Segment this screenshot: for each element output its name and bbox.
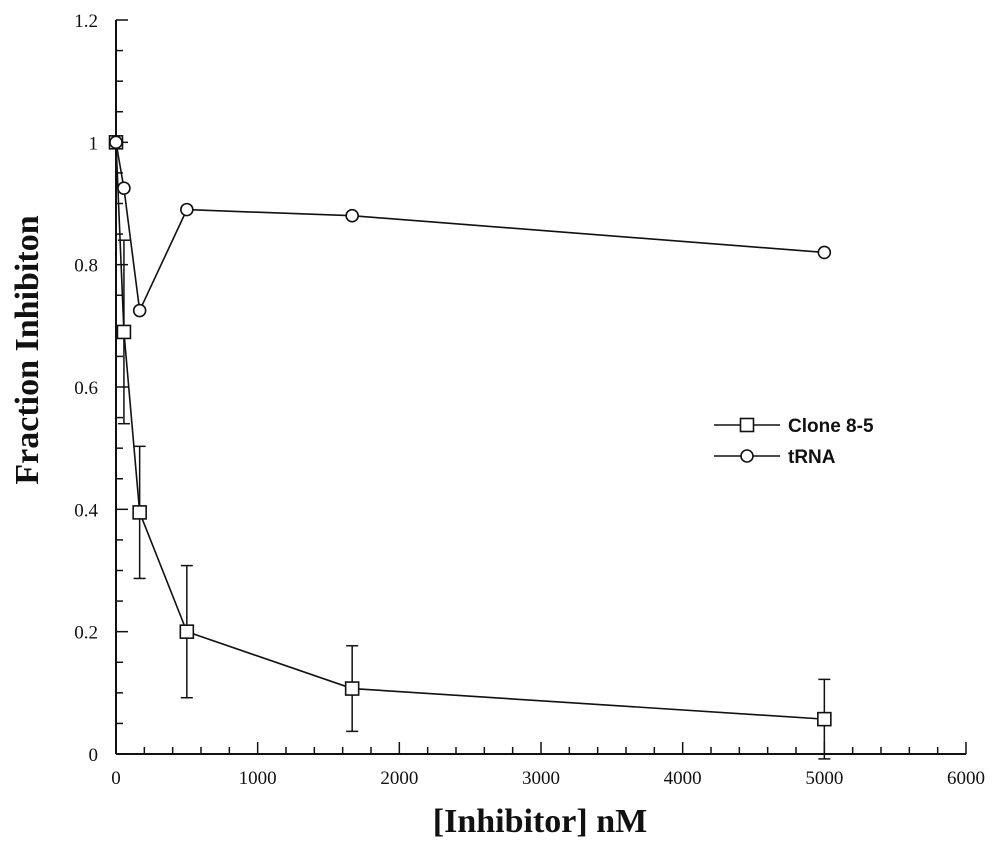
data-point-square bbox=[817, 711, 832, 727]
axes bbox=[115, 20, 966, 755]
legend-marker-square bbox=[739, 417, 755, 433]
x-tick-label: 3000 bbox=[522, 768, 560, 789]
data-point-circle bbox=[109, 135, 123, 150]
data-point-square bbox=[116, 324, 132, 340]
series-trna bbox=[109, 135, 832, 318]
data-point-square bbox=[132, 505, 147, 520]
y-tick-label: 0.6 bbox=[74, 378, 98, 399]
legend: Clone 8-5 tRNA bbox=[714, 416, 874, 468]
y-tick-label: 1.2 bbox=[74, 11, 98, 32]
data-point-square bbox=[179, 624, 195, 639]
x-tick-label: 0 bbox=[111, 768, 121, 789]
data-point-circle bbox=[117, 181, 131, 196]
ticks bbox=[115, 19, 967, 755]
x-tick-label: 6000 bbox=[947, 768, 985, 789]
y-tick-label: 0 bbox=[89, 745, 99, 766]
series-line bbox=[115, 142, 825, 314]
x-axis-title: [Inhibitor] nM bbox=[433, 803, 647, 840]
data-point-square bbox=[344, 681, 360, 696]
y-tick-label: 1 bbox=[89, 133, 99, 154]
y-tick-label: 0.8 bbox=[74, 256, 98, 277]
x-tick-label: 1000 bbox=[239, 768, 277, 789]
data-point-circle bbox=[345, 208, 359, 223]
legend-marker-circle bbox=[740, 449, 754, 463]
legend-entry: tRNA bbox=[714, 447, 836, 468]
series-clone-8-5 bbox=[108, 135, 832, 760]
data-point-circle bbox=[132, 303, 147, 318]
x-tick-label: 4000 bbox=[664, 768, 702, 789]
y-axis-title: Fraction Inhibiton bbox=[9, 215, 46, 484]
tick-labels: 0 1000 2000 3000 4000 5000 6000 0 0.2 0.4 0.6 0.8 1 1… bbox=[74, 11, 985, 789]
x-tick-label: 5000 bbox=[805, 768, 843, 789]
legend-entry: Clone 8-5 bbox=[714, 416, 874, 437]
x-tick-label: 2000 bbox=[380, 768, 418, 789]
series bbox=[108, 135, 832, 760]
legend-label: Clone 8-5 bbox=[788, 416, 874, 437]
series-line bbox=[115, 142, 825, 720]
data-point-circle bbox=[817, 245, 832, 260]
y-tick-label: 0.2 bbox=[74, 623, 98, 644]
y-tick-label: 0.4 bbox=[74, 500, 98, 521]
legend-label: tRNA bbox=[788, 447, 836, 468]
data-point-circle bbox=[180, 202, 194, 217]
